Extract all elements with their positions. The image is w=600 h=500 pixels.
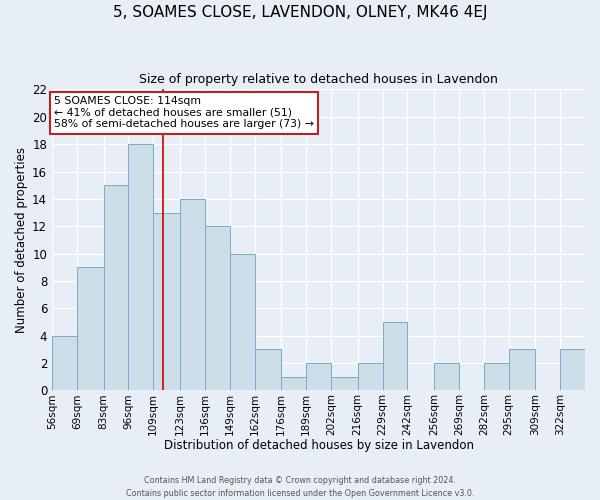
Bar (484, 363, 509, 390)
Bar (254, 350, 281, 391)
Bar (128, 144, 153, 390)
Bar (205, 226, 230, 390)
Bar (77, 268, 104, 390)
Bar (560, 350, 585, 391)
Bar (153, 212, 180, 390)
Bar (509, 350, 535, 391)
Bar (281, 376, 306, 390)
Bar (52, 336, 77, 390)
Bar (104, 185, 128, 390)
Y-axis label: Number of detached properties: Number of detached properties (15, 147, 28, 333)
Bar (180, 199, 205, 390)
Bar (383, 322, 407, 390)
Text: 5 SOAMES CLOSE: 114sqm
← 41% of detached houses are smaller (51)
58% of semi-det: 5 SOAMES CLOSE: 114sqm ← 41% of detached… (54, 96, 314, 130)
Text: 5, SOAMES CLOSE, LAVENDON, OLNEY, MK46 4EJ: 5, SOAMES CLOSE, LAVENDON, OLNEY, MK46 4… (113, 5, 487, 20)
Bar (306, 363, 331, 390)
Bar (358, 363, 383, 390)
Title: Size of property relative to detached houses in Lavendon: Size of property relative to detached ho… (139, 72, 498, 86)
Bar (230, 254, 254, 390)
Text: Contains HM Land Registry data © Crown copyright and database right 2024.
Contai: Contains HM Land Registry data © Crown c… (126, 476, 474, 498)
Bar (331, 376, 358, 390)
X-axis label: Distribution of detached houses by size in Lavendon: Distribution of detached houses by size … (164, 440, 473, 452)
Bar (434, 363, 459, 390)
